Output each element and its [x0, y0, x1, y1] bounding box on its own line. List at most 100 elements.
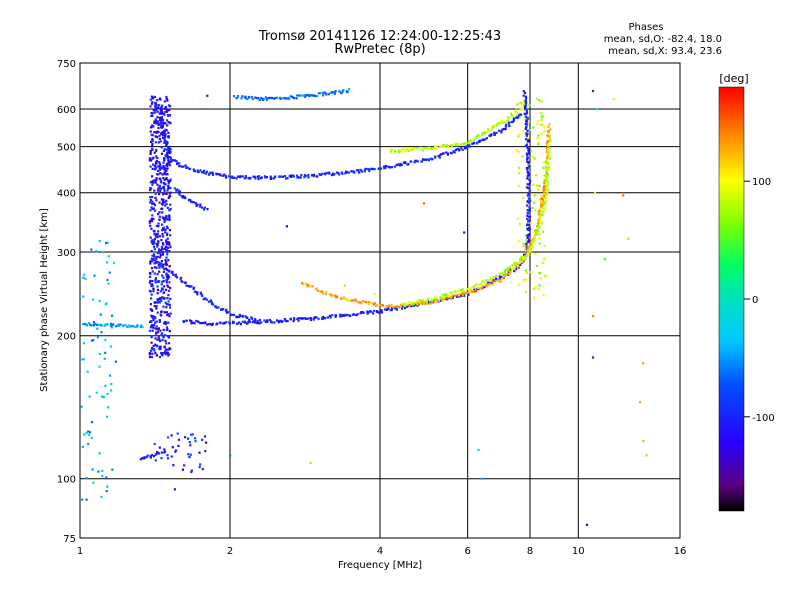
scatter-point: [373, 292, 376, 295]
trace-point: [331, 314, 334, 317]
trace-point: [83, 322, 86, 325]
trace-point: [372, 312, 375, 315]
cluster-point: [105, 241, 108, 245]
trace-point: [468, 143, 471, 146]
trace-point: [207, 323, 210, 326]
cluster-point: [165, 129, 168, 132]
trace-point: [516, 266, 519, 269]
trace-point: [236, 322, 239, 325]
trace-point: [539, 213, 542, 216]
trace-point: [450, 144, 453, 147]
cluster-point: [153, 204, 157, 207]
trace-point: [183, 195, 186, 198]
cluster-point: [538, 99, 541, 102]
trace-point: [456, 148, 459, 151]
cluster-point: [532, 183, 535, 186]
cluster-point: [538, 242, 541, 245]
trace-point: [504, 269, 507, 272]
trace-point: [543, 174, 546, 177]
trace-point: [523, 256, 527, 259]
trace-point: [171, 159, 175, 162]
trace-point: [321, 292, 324, 295]
trace-point: [499, 277, 502, 280]
cluster-point: [154, 277, 158, 280]
cluster-point: [165, 95, 168, 99]
cluster-point: [162, 149, 165, 152]
cluster-point: [163, 159, 166, 162]
cluster-point: [87, 443, 90, 446]
trace-point: [511, 264, 514, 267]
trace-point: [442, 296, 445, 299]
trace-point: [259, 177, 263, 180]
cluster-point: [167, 348, 170, 351]
trace-point: [388, 166, 391, 169]
trace-point: [493, 124, 496, 127]
trace-point: [290, 175, 293, 178]
trace-point: [525, 134, 528, 137]
trace-point: [429, 302, 432, 305]
trace-point: [509, 112, 512, 115]
trace-point: [524, 254, 527, 257]
trace-point: [268, 96, 271, 99]
cluster-point: [149, 326, 152, 329]
trace-point: [346, 90, 349, 94]
trace-point: [524, 105, 527, 108]
trace-point: [131, 324, 134, 328]
cluster-point: [158, 301, 161, 304]
cluster-point: [153, 131, 156, 134]
x-tick-label: 2: [227, 546, 233, 557]
trace-point: [514, 264, 517, 267]
trace-point: [159, 262, 162, 265]
cluster-point: [158, 266, 161, 269]
trace-point: [508, 266, 511, 269]
colorbar-label: [deg]: [719, 72, 748, 85]
cluster-point: [98, 352, 101, 355]
cluster-point: [90, 339, 94, 342]
trace-point: [488, 278, 491, 282]
trace-point: [95, 323, 99, 326]
trace-point: [549, 140, 552, 143]
trace-point: [544, 193, 547, 196]
trace-point: [547, 175, 550, 178]
trace-point: [456, 142, 459, 145]
trace-point: [163, 448, 166, 451]
cluster-point: [162, 305, 165, 308]
cluster-point: [155, 136, 159, 139]
trace-point: [168, 150, 171, 153]
trace-point: [420, 160, 424, 163]
cluster-point: [155, 325, 158, 328]
trace-point: [327, 93, 330, 96]
trace-point: [528, 160, 531, 164]
trace-point: [525, 132, 528, 135]
trace-point: [203, 206, 206, 209]
x-tick-label: 6: [465, 546, 471, 557]
cluster-point: [162, 235, 165, 238]
scatter-point: [642, 362, 645, 365]
trace-point: [506, 269, 509, 272]
cluster-point: [530, 149, 533, 152]
cluster-point: [154, 135, 157, 138]
trace-point: [462, 290, 465, 293]
cluster-point: [111, 314, 114, 317]
cluster-point: [98, 452, 101, 455]
trace-point: [346, 299, 349, 302]
cluster-point: [533, 157, 536, 160]
trace-point: [172, 273, 175, 276]
trace-point: [525, 143, 528, 146]
cluster-point: [101, 474, 104, 478]
trace-point: [211, 322, 214, 325]
trace-point: [385, 308, 388, 311]
cluster-point: [517, 150, 520, 153]
trace-point: [527, 152, 530, 155]
trace-point: [529, 241, 532, 244]
cluster-point: [157, 187, 160, 190]
trace-point: [152, 258, 155, 261]
cluster-point: [149, 349, 153, 352]
trace-point: [186, 166, 189, 169]
cluster-point: [158, 252, 161, 255]
cluster-point: [167, 241, 170, 244]
trace-point: [545, 147, 549, 150]
trace-point: [525, 97, 528, 100]
cluster-point: [158, 184, 162, 187]
trace-point: [449, 291, 452, 294]
